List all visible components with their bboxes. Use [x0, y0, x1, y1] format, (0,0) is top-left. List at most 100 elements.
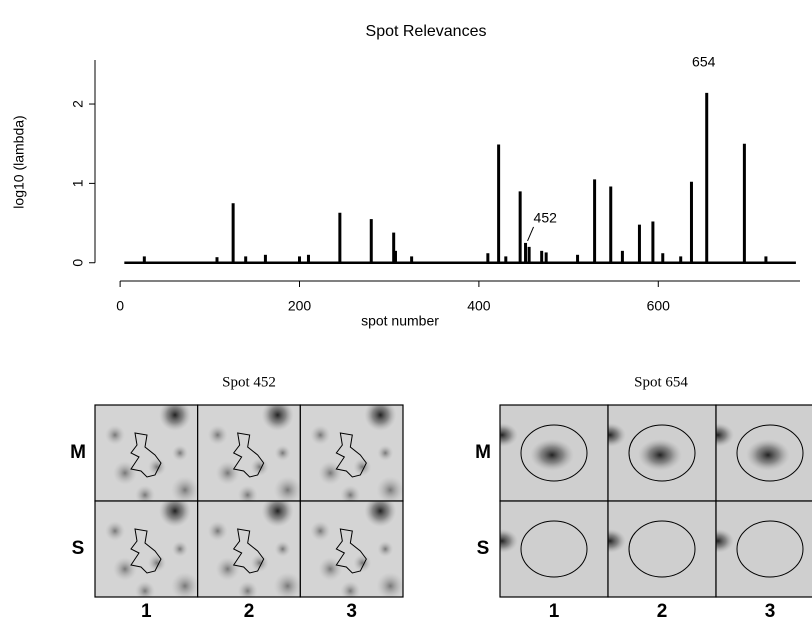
gel-spot [340, 581, 361, 597]
gel-spot [171, 572, 198, 597]
gel-spot [310, 425, 331, 445]
gel-image [500, 405, 608, 501]
spot-outline [628, 520, 696, 578]
gel-spot [207, 521, 228, 541]
row-label: S [72, 538, 85, 559]
cell-border [299, 500, 404, 598]
gel-spot [274, 541, 291, 557]
cell-border [715, 500, 812, 598]
gel-image [197, 405, 301, 501]
gel-spot [318, 557, 343, 581]
gel-image [95, 501, 198, 597]
gel-spot [159, 501, 191, 527]
gel-spot [377, 541, 394, 557]
spot-outline [520, 520, 588, 578]
spot-outline [520, 424, 588, 482]
spot-outline [232, 528, 265, 574]
column-label: 2 [244, 601, 255, 622]
row-label: M [475, 442, 491, 463]
y-tick-label: 0 [70, 259, 86, 267]
gel-spot [172, 541, 188, 557]
gel-spot [171, 476, 198, 501]
y-tick-label: 2 [70, 100, 86, 108]
gel-spot [353, 554, 372, 572]
gel-spot [215, 557, 240, 581]
gel-image [197, 501, 301, 597]
gel-image [300, 405, 404, 501]
spot-outline [736, 424, 804, 482]
gel-spot [113, 461, 137, 485]
x-tick-label: 0 [116, 298, 124, 314]
gel-spot [340, 485, 361, 501]
gel-spot [105, 425, 125, 445]
gel-image [716, 405, 812, 501]
gel-spot [250, 458, 269, 476]
gel-spot [215, 461, 240, 485]
y-tick-label: 1 [70, 179, 86, 187]
gel-spot [310, 521, 331, 541]
gel-spot [273, 476, 301, 501]
row-label: M [70, 442, 86, 463]
gel-spot [250, 554, 269, 572]
gel-image [300, 501, 404, 597]
gel-spot [376, 572, 404, 597]
column-label: 3 [346, 601, 357, 622]
row-label: S [477, 538, 490, 559]
spot-outline [130, 432, 162, 478]
column-label: 1 [141, 601, 152, 622]
spot-outline [628, 424, 696, 482]
x-tick-label: 600 [647, 298, 671, 314]
x-tick-label: 400 [467, 298, 491, 314]
gel-spot [716, 423, 734, 447]
y-axis-label: log10 (lambda) [11, 115, 27, 208]
x-axis-label: spot number [361, 313, 439, 329]
gel-background [608, 501, 716, 597]
gel-spot [638, 439, 682, 471]
gel-spot [273, 572, 301, 597]
column-label: 3 [765, 601, 776, 622]
x-tick-label: 200 [288, 298, 312, 314]
gel-background [716, 501, 812, 597]
gel-spot [207, 425, 228, 445]
gel-spot [237, 485, 258, 501]
gel-spot [608, 529, 626, 553]
gel-spot [105, 521, 125, 541]
gel-spot [159, 405, 191, 431]
gel-spot [318, 461, 343, 485]
gel-spot [172, 445, 188, 461]
gel-spot [530, 439, 574, 471]
spot-outline [736, 520, 804, 578]
gel-spot [113, 557, 137, 581]
gel-spot [500, 423, 518, 447]
gel-spot [716, 529, 734, 553]
panel-title: Spot 452 [222, 374, 276, 390]
gel-image [500, 501, 608, 597]
gel-image [608, 501, 716, 597]
spot-outline [335, 432, 367, 478]
gel-spot [500, 529, 518, 553]
spot-outline [335, 528, 367, 574]
gel-spot [377, 445, 394, 461]
gel-spot [261, 501, 294, 527]
gel-spot [148, 458, 166, 476]
gel-spot [608, 423, 626, 447]
gel-image [608, 405, 716, 501]
gel-spot [261, 405, 294, 431]
column-label: 1 [549, 601, 560, 622]
spot-outline [130, 528, 162, 574]
column-label: 2 [657, 601, 668, 622]
gel-spot [364, 405, 397, 431]
chart-title: Spot Relevances [366, 23, 487, 40]
spot-outline [232, 432, 265, 478]
annotation-leader [527, 226, 534, 242]
gel-spot [148, 554, 166, 572]
annotation: 452 [534, 210, 558, 226]
gel-spot [237, 581, 258, 597]
gel-spot [364, 501, 397, 527]
gel-spot [135, 581, 155, 597]
annotation: 654 [692, 54, 716, 70]
gel-spot [376, 476, 404, 501]
panel-title: Spot 654 [634, 374, 688, 390]
gel-spot [135, 485, 155, 501]
